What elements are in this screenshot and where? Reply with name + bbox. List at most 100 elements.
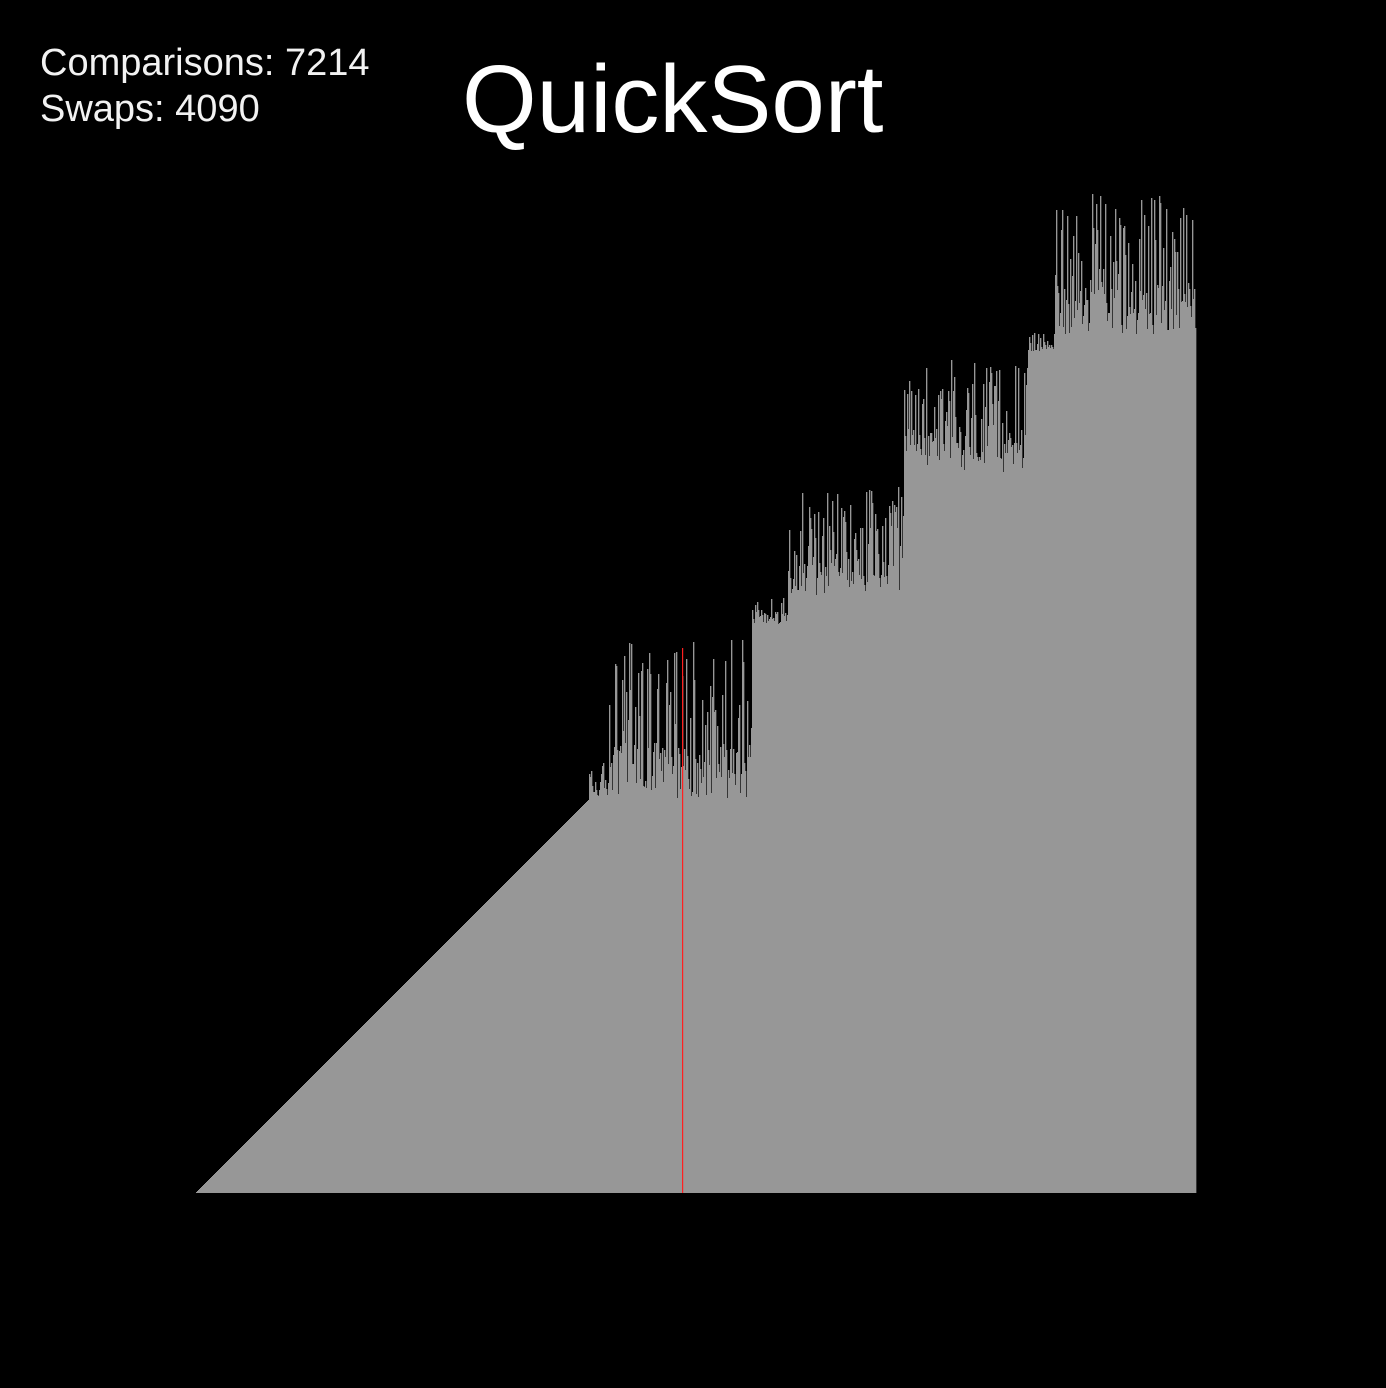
array-bar <box>539 849 541 1193</box>
array-bar <box>244 1144 246 1193</box>
array-bar <box>602 766 604 1193</box>
array-bar <box>712 697 714 1193</box>
array-bar <box>835 559 837 1193</box>
array-bar <box>245 1143 247 1193</box>
array-bar <box>1067 216 1069 1193</box>
array-bar <box>976 453 978 1193</box>
array-bar <box>759 617 761 1193</box>
array-bar <box>819 563 821 1193</box>
array-bar <box>1094 294 1096 1193</box>
array-bar <box>1010 438 1012 1193</box>
array-bar <box>1172 232 1174 1193</box>
array-bar <box>451 937 453 1193</box>
array-bar <box>697 763 699 1193</box>
array-bar <box>211 1177 213 1193</box>
array-bar <box>768 621 770 1193</box>
array-bar <box>1003 472 1005 1193</box>
array-bar <box>360 1028 362 1193</box>
array-bar <box>434 954 436 1193</box>
array-bar <box>895 512 897 1193</box>
array-bar <box>220 1168 222 1193</box>
array-bar <box>975 415 977 1193</box>
array-bar <box>652 776 654 1193</box>
array-bar <box>491 897 493 1193</box>
array-bar <box>939 460 941 1193</box>
array-bar <box>680 789 682 1193</box>
array-bar <box>805 591 807 1193</box>
array-bar <box>1163 248 1165 1193</box>
array-bar <box>923 399 925 1193</box>
array-bar <box>607 795 609 1193</box>
array-bar <box>1118 274 1120 1193</box>
array-bar <box>933 441 935 1193</box>
array-bar <box>1079 303 1081 1193</box>
array-bar <box>626 692 628 1193</box>
array-bar <box>242 1146 244 1193</box>
array-bar <box>807 566 809 1193</box>
array-bar <box>570 818 572 1193</box>
array-bar <box>1110 236 1112 1193</box>
array-bar <box>1195 328 1197 1193</box>
array-bar <box>288 1100 290 1193</box>
array-bar <box>266 1122 268 1193</box>
array-bar <box>219 1169 221 1193</box>
array-bar <box>983 384 985 1193</box>
array-bar <box>340 1048 342 1193</box>
array-bar <box>464 924 466 1193</box>
array-bar <box>668 764 670 1193</box>
array-bar <box>1020 445 1022 1193</box>
array-bar <box>388 1000 390 1193</box>
array-bar <box>530 858 532 1193</box>
array-bar <box>1041 347 1043 1193</box>
array-bar <box>400 988 402 1193</box>
array-bar <box>1011 447 1013 1193</box>
array-bar <box>305 1083 307 1193</box>
array-bar <box>932 442 934 1193</box>
array-bar <box>1078 253 1080 1193</box>
array-bar <box>799 566 801 1193</box>
array-bar <box>663 782 665 1193</box>
array-bar <box>631 644 633 1193</box>
array-bar <box>375 1013 377 1193</box>
array-bar <box>811 529 813 1193</box>
array-bar <box>676 652 678 1193</box>
array-bar <box>1142 300 1144 1193</box>
array-bar <box>750 757 752 1193</box>
array-bar <box>420 968 422 1193</box>
array-bar <box>423 965 425 1193</box>
array-bar <box>874 576 876 1193</box>
array-bar <box>803 573 805 1193</box>
array-bar <box>593 792 595 1193</box>
array-bar <box>327 1061 329 1193</box>
array-bar <box>857 561 859 1193</box>
array-bar <box>730 749 732 1193</box>
array-bar <box>691 796 693 1193</box>
array-bar <box>1171 309 1173 1193</box>
array-bar <box>318 1070 320 1193</box>
array-bar <box>714 712 716 1193</box>
array-bar <box>492 896 494 1193</box>
array-bar <box>1190 306 1192 1193</box>
array-bar <box>1170 267 1172 1193</box>
array-bar <box>622 680 624 1193</box>
array-bar <box>502 886 504 1193</box>
array-bar <box>973 459 975 1193</box>
array-bar <box>208 1180 210 1193</box>
array-bar <box>202 1186 204 1193</box>
array-bar <box>944 451 946 1193</box>
array-bar <box>1068 304 1070 1193</box>
array-bar <box>332 1056 334 1193</box>
array-bar <box>909 381 911 1193</box>
array-bar <box>343 1045 345 1193</box>
array-bar <box>257 1131 259 1193</box>
array-bar <box>793 579 795 1193</box>
array-bar <box>840 568 842 1193</box>
array-bar <box>896 507 898 1193</box>
array-bar <box>970 455 972 1193</box>
array-bar <box>405 983 407 1193</box>
array-bar <box>1168 330 1170 1193</box>
array-bar <box>698 797 700 1193</box>
array-bar <box>826 576 828 1193</box>
array-bar <box>899 590 901 1193</box>
